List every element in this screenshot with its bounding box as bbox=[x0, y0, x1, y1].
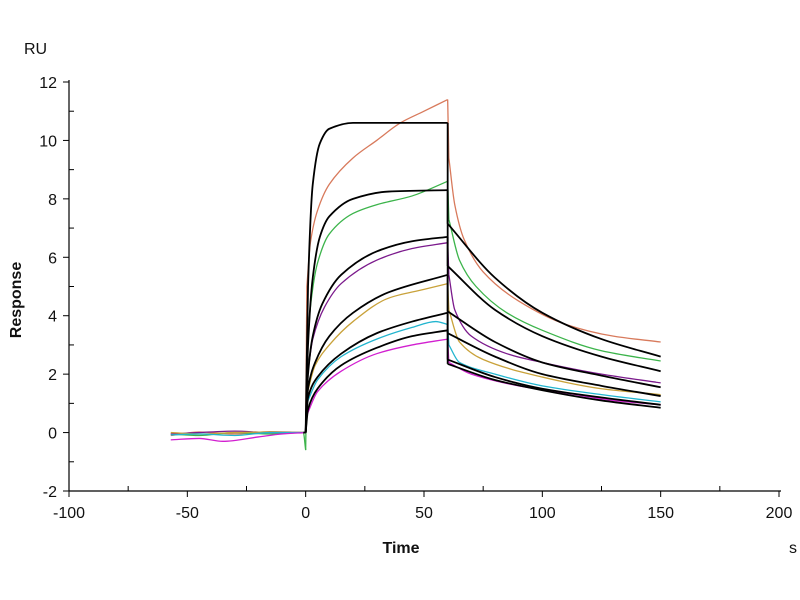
experimental-4-curve bbox=[306, 282, 448, 395]
y-tick-label: 2 bbox=[48, 367, 57, 384]
y-tick-label: 8 bbox=[48, 192, 57, 209]
x-tick-label: 0 bbox=[301, 505, 310, 522]
y-tick-label: -2 bbox=[43, 484, 57, 501]
x-tick-label: 150 bbox=[647, 505, 674, 522]
experimental-1-curve bbox=[448, 157, 661, 343]
experimental-2-curve bbox=[448, 219, 661, 362]
fit-3-curve bbox=[304, 235, 448, 433]
experimental-5-curve bbox=[306, 320, 448, 404]
fit-5-curve bbox=[304, 311, 448, 433]
experimental-5-curve bbox=[170, 431, 306, 437]
x-tick-label: -100 bbox=[53, 505, 85, 522]
y-tick-label: 0 bbox=[48, 426, 57, 443]
fit-5-curve bbox=[447, 358, 661, 406]
x-axis-label: Time bbox=[382, 540, 419, 557]
fit-4-curve bbox=[304, 273, 448, 433]
y-tick-label: 10 bbox=[39, 133, 57, 150]
series-experimental-5 bbox=[170, 320, 661, 437]
series-fit-6 bbox=[304, 329, 661, 433]
fit-1-curve bbox=[446, 223, 661, 358]
series-experimental-6 bbox=[170, 338, 661, 442]
series-experimental-2 bbox=[170, 180, 661, 451]
x-tick-label: 200 bbox=[766, 505, 793, 522]
y-tick-label: 12 bbox=[39, 75, 57, 92]
experimental-3-curve bbox=[306, 242, 448, 381]
experimental-1-curve bbox=[306, 98, 448, 287]
fit-2-curve bbox=[447, 265, 661, 373]
x-tick-label: 100 bbox=[529, 505, 556, 522]
y-tick-label: 4 bbox=[48, 309, 57, 326]
fit-3-curve bbox=[447, 310, 661, 389]
y-axis-label: Response bbox=[8, 262, 25, 339]
series-fit-5 bbox=[304, 311, 661, 433]
experimental-6-curve bbox=[306, 338, 448, 416]
fit-1-curve bbox=[304, 121, 448, 433]
experimental-3-curve bbox=[448, 274, 661, 384]
fit-6-curve bbox=[304, 329, 448, 433]
axes: -2 0 2 4 6 8 10 12 -100 -50 0 50 100 150 200 bbox=[39, 75, 792, 522]
series-experimental-1 bbox=[170, 98, 661, 437]
x-tick-label: 50 bbox=[415, 505, 433, 522]
series-layer bbox=[170, 98, 661, 451]
experimental-4-curve bbox=[448, 309, 661, 396]
y-unit-label: RU bbox=[24, 41, 47, 58]
experimental-6-curve bbox=[170, 431, 306, 442]
fit-6-curve bbox=[447, 363, 661, 409]
series-experimental-4 bbox=[170, 282, 661, 435]
fit-2-curve bbox=[304, 189, 448, 433]
x-tick-label: -50 bbox=[176, 505, 199, 522]
x-unit-label: s bbox=[789, 540, 797, 557]
y-tick-label: 6 bbox=[48, 250, 57, 267]
series-experimental-3 bbox=[170, 242, 661, 435]
experimental-5-curve bbox=[448, 344, 661, 403]
series-fit-2 bbox=[304, 189, 661, 433]
series-fit-4 bbox=[304, 273, 661, 433]
fit-4-curve bbox=[447, 332, 661, 397]
